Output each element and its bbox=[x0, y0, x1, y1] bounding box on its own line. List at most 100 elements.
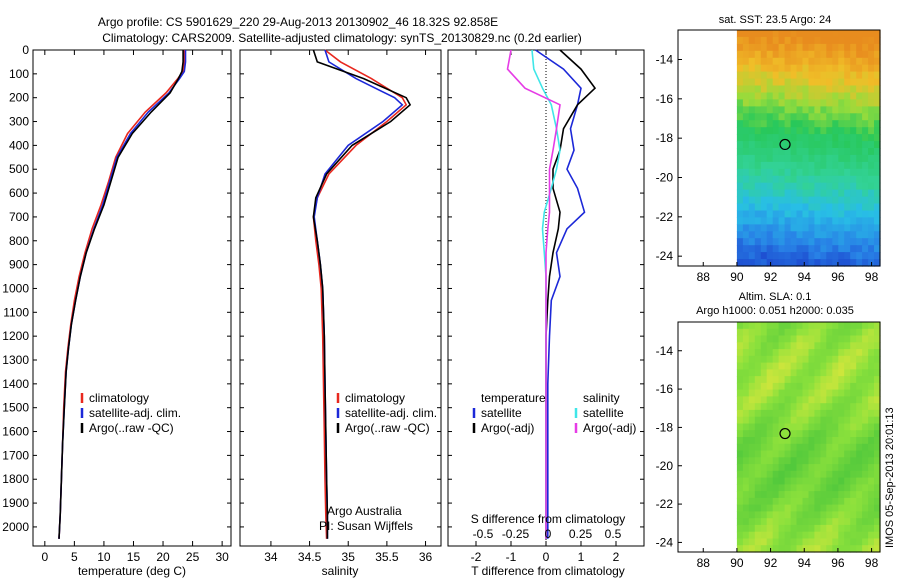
map-cell bbox=[856, 92, 863, 100]
map-cell bbox=[814, 491, 821, 499]
map-cell bbox=[790, 389, 798, 397]
map-cell bbox=[838, 182, 845, 191]
map-cell bbox=[772, 154, 780, 163]
map-cell bbox=[838, 189, 845, 198]
map-cell bbox=[850, 511, 857, 519]
map-cell bbox=[814, 224, 821, 232]
sla-map-subtitle: Argo h1000: 0.051 h2000: 0.035 bbox=[696, 305, 854, 317]
map-cell bbox=[850, 335, 857, 343]
map-cell bbox=[748, 154, 756, 163]
map-cell bbox=[754, 396, 762, 404]
map-x-tick-label: 88 bbox=[697, 270, 711, 284]
map-cell bbox=[802, 113, 810, 121]
map-cell bbox=[772, 524, 780, 533]
map-cell bbox=[778, 484, 786, 492]
map-cell bbox=[778, 430, 786, 438]
y-tick-label: 0 bbox=[22, 43, 29, 57]
map-cell bbox=[742, 470, 750, 479]
map-cell bbox=[838, 538, 845, 546]
map-cell bbox=[796, 148, 804, 156]
map-cell bbox=[736, 30, 744, 38]
map-cell bbox=[796, 322, 804, 330]
map-cell bbox=[826, 182, 833, 191]
map-cell bbox=[832, 524, 839, 533]
map-cell bbox=[868, 457, 875, 465]
map-cell bbox=[802, 497, 810, 506]
map-cell bbox=[754, 504, 762, 512]
map-cell bbox=[754, 259, 762, 267]
map-cell bbox=[736, 252, 744, 260]
map-cell bbox=[772, 497, 780, 506]
map-cell bbox=[802, 99, 810, 107]
map-cell bbox=[826, 57, 833, 66]
map-cell bbox=[850, 36, 857, 45]
map-cell bbox=[796, 423, 804, 431]
map-cell bbox=[832, 450, 839, 458]
map-cell bbox=[814, 531, 821, 540]
map-cell bbox=[826, 389, 833, 397]
map-cell bbox=[808, 217, 816, 225]
map-cell bbox=[850, 396, 857, 404]
map-cell bbox=[862, 328, 869, 337]
map-cell bbox=[874, 430, 881, 438]
map-cell bbox=[802, 106, 810, 114]
map-cell bbox=[862, 203, 869, 211]
map-x-tick-label: 92 bbox=[764, 270, 778, 284]
map-cell bbox=[826, 328, 833, 337]
map-cell bbox=[796, 161, 804, 170]
map-cell bbox=[736, 376, 744, 384]
map-cell bbox=[850, 545, 857, 553]
map-cell bbox=[760, 389, 768, 397]
map-cell bbox=[826, 484, 833, 492]
map-cell bbox=[772, 203, 780, 211]
map-cell bbox=[838, 71, 845, 80]
map-cell bbox=[802, 92, 810, 100]
map-cell bbox=[736, 335, 744, 343]
map-cell bbox=[736, 464, 744, 472]
map-cell bbox=[874, 416, 881, 425]
map-cell bbox=[790, 161, 798, 170]
map-cell bbox=[784, 531, 792, 540]
map-cell bbox=[760, 245, 768, 253]
map-cell bbox=[778, 545, 786, 553]
map-cell bbox=[814, 120, 821, 128]
map-cell bbox=[808, 430, 816, 438]
map-cell bbox=[802, 148, 810, 156]
map-cell bbox=[808, 524, 816, 533]
map-cell bbox=[868, 148, 875, 156]
map-cell bbox=[778, 504, 786, 512]
map-cell bbox=[808, 322, 816, 330]
y-tick-label: 1000 bbox=[2, 281, 29, 295]
map-cell bbox=[844, 106, 851, 114]
map-cell bbox=[784, 175, 792, 184]
map-cell bbox=[850, 497, 857, 506]
map-cell bbox=[796, 92, 804, 100]
map-cell bbox=[778, 106, 786, 114]
map-cell bbox=[766, 245, 774, 253]
map-cell bbox=[766, 369, 774, 377]
map-cell bbox=[862, 168, 869, 177]
map-cell bbox=[814, 168, 821, 177]
map-cell bbox=[760, 477, 768, 485]
map-cell bbox=[736, 491, 744, 499]
map-cell bbox=[754, 382, 762, 391]
map-cell bbox=[760, 36, 768, 45]
map-cell bbox=[868, 423, 875, 431]
map-cell bbox=[856, 189, 863, 198]
map-cell bbox=[832, 196, 839, 205]
map-cell bbox=[838, 531, 845, 540]
map-x-tick-label: 92 bbox=[764, 556, 778, 570]
map-cell bbox=[814, 175, 821, 184]
map-cell bbox=[874, 113, 881, 121]
map-cell bbox=[850, 416, 857, 425]
map-cell bbox=[838, 120, 845, 128]
map-cell bbox=[796, 127, 804, 135]
map-cell bbox=[772, 134, 780, 142]
map-cell bbox=[832, 224, 839, 232]
map-cell bbox=[760, 78, 768, 87]
map-cell bbox=[754, 141, 762, 149]
map-cell bbox=[772, 369, 780, 377]
map-cell bbox=[808, 134, 816, 142]
map-cell bbox=[856, 127, 863, 135]
map-cell bbox=[856, 161, 863, 170]
